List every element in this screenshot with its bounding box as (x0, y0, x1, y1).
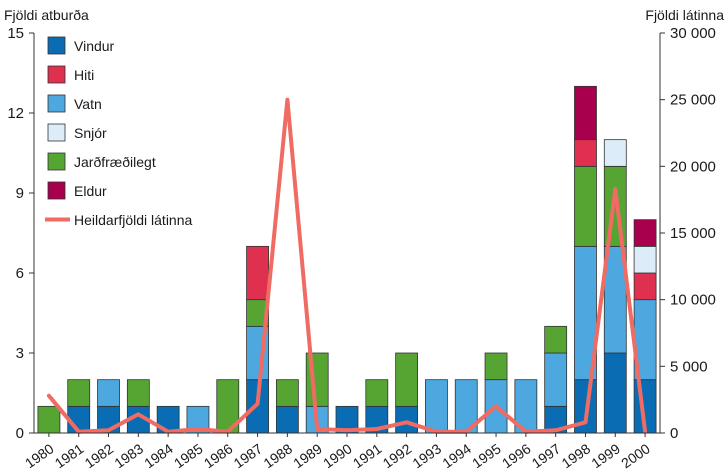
x-tick-label: 1992 (380, 440, 415, 471)
y-right-tick-label: 0 (670, 425, 678, 442)
legend-label: Snjór (74, 125, 107, 141)
bar-jar-fr-ilegt-1983 (126, 379, 150, 407)
line-total-deaths (46, 97, 648, 434)
legend-swatch (47, 123, 66, 142)
legend-label: Eldur (74, 183, 107, 199)
bars-group (37, 85, 657, 434)
y-right-tick-label: 25 000 (670, 92, 716, 109)
y-right-tick-label: 10 000 (670, 292, 716, 309)
bar-vatn-1997 (544, 352, 568, 407)
y-right-tick-label: 15 000 (670, 225, 716, 242)
legend-item-eldur: Eldur (47, 181, 107, 200)
legend-item-heildarfj-ldi-l-tinna: Heildarfjöldi látinna (45, 212, 193, 228)
legend-label: Hiti (74, 67, 94, 83)
legend-label: Vatn (74, 96, 102, 112)
legend-item-vindur: Vindur (47, 36, 115, 55)
bar-jar-fr-ilegt-1981 (67, 379, 91, 407)
legend: Vindur Hiti Vatn Snjór Jarðfræðilegt Eldur Hei… (45, 36, 193, 228)
x-tick-label: 1991 (350, 440, 385, 471)
y-left-tick-label: 12 (7, 105, 24, 122)
bar-snj-r-2000 (633, 245, 657, 274)
bar-jar-fr-ilegt-1992 (395, 352, 419, 407)
x-tick-label: 1999 (588, 440, 623, 471)
legend-label: Heildarfjöldi látinna (74, 212, 193, 228)
legend-swatch (47, 94, 66, 113)
bar-vatn-1982 (97, 379, 120, 407)
x-tick-label: 1982 (82, 440, 117, 471)
x-tick-label: 1998 (558, 440, 593, 471)
x-tick-label: 1980 (22, 440, 57, 471)
x-tick-label: 1996 (499, 440, 534, 471)
legend-swatch (47, 36, 66, 55)
x-tick-label: 2000 (618, 440, 653, 471)
bar-jar-fr-ilegt-1995 (484, 352, 508, 381)
x-tick-label: 1985 (171, 440, 206, 471)
legend-label: Vindur (74, 38, 115, 54)
x-tick-label: 1995 (469, 440, 504, 471)
x-tick-label: 1983 (111, 440, 146, 471)
y-left-tick-label: 15 (7, 25, 24, 42)
x-tick-label: 1994 (439, 440, 474, 471)
x-tick-label: 1988 (260, 440, 295, 471)
bar-jar-fr-ilegt-1997 (544, 325, 568, 354)
bar-vindur-1988 (275, 405, 299, 434)
bar-hiti-2000 (633, 272, 657, 301)
legend-swatch (47, 152, 66, 171)
bar-jar-fr-ilegt-1980 (37, 405, 61, 434)
x-tick-label: 1981 (52, 440, 87, 471)
legend-item-snj-r: Snjór (47, 123, 107, 142)
y-right-tick-label: 5 000 (670, 358, 708, 375)
x-tick-label: 1990 (320, 440, 355, 471)
legend-swatch (47, 65, 66, 84)
y-left-tick-label: 3 (16, 345, 24, 362)
bar-vindur-1999 (603, 352, 627, 434)
x-tick-label: 1987 (231, 440, 266, 471)
bar-eldur-2000 (633, 219, 657, 247)
y-left-tick-label: 9 (16, 185, 24, 202)
bar-jar-fr-ilegt-1988 (275, 379, 299, 407)
y-left-tick-label: 6 (16, 265, 24, 282)
bar-hiti-1998 (574, 139, 597, 167)
legend-item-jar-fr-ilegt: Jarðfræðilegt (47, 152, 156, 171)
bar-jar-fr-ilegt-1998 (574, 165, 597, 247)
bar-hiti-1987 (246, 245, 269, 301)
bar-eldur-1998 (574, 85, 597, 141)
x-tick-label: 1993 (409, 440, 444, 471)
x-tick-label: 1986 (201, 440, 236, 471)
bar-jar-fr-ilegt-1991 (365, 379, 389, 407)
y-right-tick-label: 20 000 (670, 158, 716, 175)
legend-swatch (47, 181, 66, 200)
y-left-tick-label: 0 (16, 425, 24, 442)
legend-item-hiti: Hiti (47, 65, 94, 84)
bar-vindur-1992 (395, 405, 419, 434)
legend-item-vatn: Vatn (47, 94, 102, 113)
bar-snj-r-1999 (603, 139, 627, 167)
y-axis-right-title: Fjöldi látinna (645, 7, 724, 23)
y-axis-left-title: Fjöldi atburða (4, 7, 89, 23)
x-tick-label: 1984 (141, 440, 176, 471)
legend-label: Jarðfræðilegt (74, 154, 156, 170)
y-right-tick-label: 30 000 (670, 25, 716, 42)
line-group (46, 97, 648, 434)
x-tick-label: 1997 (529, 440, 564, 471)
x-tick-label: 1989 (290, 440, 325, 471)
bar-vatn-1993 (425, 379, 448, 434)
